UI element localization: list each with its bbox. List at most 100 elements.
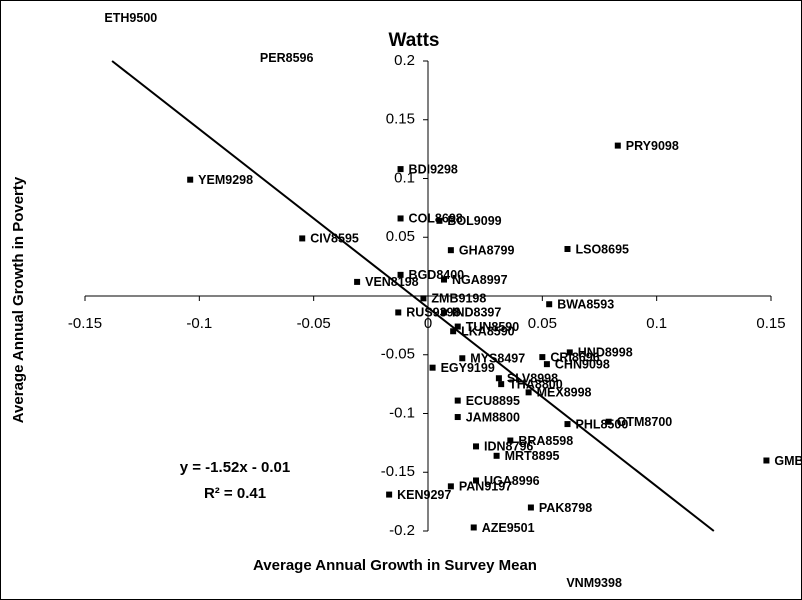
point-label: LSO8695: [575, 242, 629, 256]
scatter-point: [429, 364, 436, 371]
point-label: GMB9298: [774, 454, 802, 468]
point-label: BRA8598: [518, 434, 573, 448]
scatter-point: [397, 271, 404, 278]
scatter-point: [473, 477, 480, 484]
scatter-point: [564, 246, 571, 252]
scatter-point: [454, 323, 461, 330]
point-label: HND8998: [578, 346, 633, 360]
x-tick-label: -0.05: [297, 315, 331, 332]
point-label: PHL8500: [575, 417, 628, 431]
scatter-point: [397, 166, 404, 173]
point-label: NGA8997: [452, 273, 508, 287]
point-label: UGA8996: [484, 474, 540, 488]
point-label: MYS8497: [470, 352, 525, 366]
scatter-point: [447, 247, 454, 254]
scatter-point: [539, 354, 546, 361]
point-label: CHN9098: [555, 357, 610, 371]
point-label: BWA8593: [557, 298, 614, 312]
point-label: ZMB9198: [431, 292, 486, 306]
point-label: COL8698: [409, 212, 463, 226]
point-label: CRI8696: [550, 350, 599, 364]
y-tick-label: 0.05: [386, 228, 415, 245]
point-label: RUS9398: [406, 306, 460, 320]
point-label: JAM8800: [466, 410, 520, 424]
scatter-point: [454, 397, 461, 404]
x-tick-label: 0: [424, 315, 432, 332]
point-label: LKA8590: [461, 325, 515, 339]
scatter-point: [354, 278, 361, 285]
scatter-point: [459, 355, 466, 362]
chart-title: Watts: [388, 30, 439, 51]
point-label: PER8596: [260, 51, 314, 65]
scatter-point: [420, 295, 427, 302]
trendline: [111, 60, 715, 532]
point-label: CIV8595: [310, 232, 359, 246]
scatter-point: [564, 421, 571, 428]
scatter-point: [441, 309, 448, 316]
scatter-point: [436, 217, 443, 224]
trendline-r2: R² = 0.41: [204, 485, 266, 502]
x-tick-label: 0.05: [528, 315, 557, 332]
scatter-point: [527, 504, 534, 511]
point-label: ECU8895: [466, 394, 520, 408]
point-label: AZE9501: [482, 521, 535, 535]
point-label: ETH9500: [104, 11, 157, 25]
scatter-point: [763, 457, 770, 464]
y-tick-label: 0.2: [394, 52, 415, 69]
x-tick-label: -0.15: [68, 315, 102, 332]
scatter-point: [299, 235, 306, 242]
y-tick-label: -0.1: [389, 404, 415, 421]
point-label: BOL9099: [447, 214, 501, 228]
scatter-point: [450, 328, 457, 335]
scatter-point: [441, 276, 448, 283]
scatter-point: [546, 301, 553, 308]
point-label: MRT8895: [505, 449, 560, 463]
point-label: SLV8998: [507, 372, 558, 386]
scatter-point: [614, 142, 621, 149]
scatter-point: [525, 389, 532, 396]
point-label: VNM9398: [566, 576, 622, 590]
point-label: PAK8798: [539, 501, 592, 515]
point-label: YEM9298: [198, 173, 253, 187]
scatter-point: [397, 215, 404, 222]
scatter-point: [454, 414, 461, 421]
scatter-point: [493, 452, 500, 459]
scatter-point: [473, 443, 480, 450]
point-label: BDI9298: [409, 162, 458, 176]
point-label: VEN8198: [365, 275, 419, 289]
point-label: TUN8590: [466, 320, 520, 334]
x-tick-label: -0.1: [186, 315, 212, 332]
scatter-point: [498, 381, 505, 388]
point-label: GTM8700: [617, 415, 673, 429]
point-label: BGD8400: [409, 268, 465, 282]
scatter-point: [470, 524, 477, 531]
point-label: GHA8799: [459, 243, 515, 257]
point-label: KEN9297: [397, 488, 451, 502]
y-tick-label: 0.15: [386, 111, 415, 128]
scatter-point: [447, 483, 454, 490]
x-tick-label: 0.15: [756, 315, 785, 332]
trendline-equation: y = -1.52x - 0.01: [180, 459, 291, 476]
scatter-point: [566, 349, 573, 356]
scatter-point: [386, 491, 393, 498]
point-label: EGY9199: [441, 361, 495, 375]
point-label: IDN8796: [484, 440, 533, 454]
y-axis-title: Average Annual Growth in Poverty: [10, 176, 27, 423]
scatter-point: [605, 418, 612, 425]
y-tick-label: -0.05: [381, 346, 415, 363]
x-axis-title: Average Annual Growth in Survey Mean: [253, 557, 537, 574]
scatter-point: [543, 361, 550, 368]
x-tick-label: 0.1: [646, 315, 667, 332]
point-label: IND8397: [452, 306, 501, 320]
scatter-point: [495, 375, 502, 382]
point-label: PAN9197: [459, 480, 512, 494]
y-tick-label: -0.2: [389, 522, 415, 539]
y-tick-label: -0.15: [381, 463, 415, 480]
point-label: MEX8998: [537, 386, 592, 400]
point-label: PRY9098: [626, 139, 679, 153]
scatter-point: [507, 437, 514, 444]
y-tick-label: 0.1: [394, 169, 415, 186]
